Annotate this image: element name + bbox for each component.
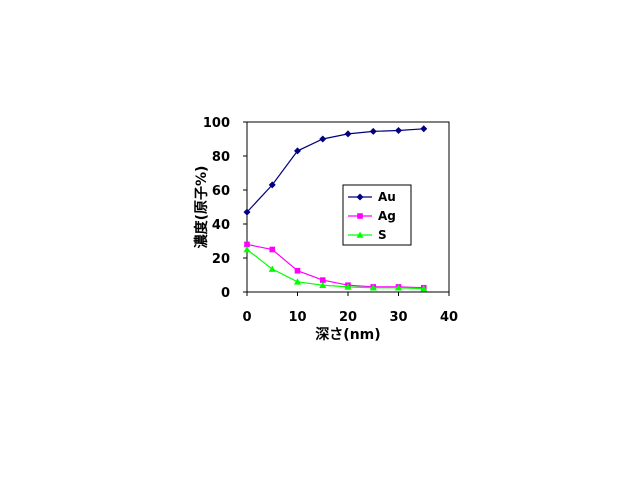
y-tick-label-20: 20 xyxy=(212,252,230,267)
series-point-ag-3 xyxy=(319,277,326,283)
series-point-ag-0 xyxy=(244,241,250,248)
y-axis-ticks: 0 20 40 60 80 100 xyxy=(203,116,247,301)
legend-box xyxy=(342,184,412,246)
series-point-au-4 xyxy=(344,130,352,138)
series-point-au-5 xyxy=(369,127,377,135)
x-axis-label: 深さ(nm) xyxy=(315,326,380,343)
x-tick-label-30: 30 xyxy=(389,310,407,325)
series-point-s-7 xyxy=(420,285,428,292)
y-tick-label-80: 80 xyxy=(212,150,230,165)
series-point-au-3 xyxy=(319,135,327,143)
series-point-ag-1 xyxy=(269,246,276,253)
y-tick-label-100: 100 xyxy=(203,116,230,131)
series-point-au-2 xyxy=(294,147,301,155)
series-point-au-7 xyxy=(420,125,428,133)
legend-label-ag: Ag xyxy=(378,209,396,223)
series-line-au xyxy=(246,128,424,213)
legend-items: Au Ag S xyxy=(348,190,396,242)
series-point-s-4 xyxy=(344,283,352,290)
series-point-s-1 xyxy=(268,265,276,272)
legend-marker-ag xyxy=(357,213,363,219)
x-tick-label-0: 0 xyxy=(242,310,251,325)
y-tick-label-0: 0 xyxy=(221,286,230,301)
series-point-au-0 xyxy=(243,208,251,216)
series-point-au-6 xyxy=(395,127,402,134)
legend-label-au: Au xyxy=(378,190,396,204)
x-tick-label-40: 40 xyxy=(440,310,458,325)
legend-marker-au xyxy=(356,193,364,201)
series-point-ag-2 xyxy=(294,267,301,274)
series-point-s-0 xyxy=(243,246,251,253)
series-point-s-3 xyxy=(319,281,327,288)
x-tick-label-20: 20 xyxy=(339,310,357,325)
legend-label-s: S xyxy=(378,228,387,242)
legend: Au Ag S xyxy=(342,184,412,246)
legend-marker-s xyxy=(356,231,364,238)
x-axis-ticks: 0 10 20 30 40 xyxy=(242,292,458,325)
series-point-s-2 xyxy=(294,278,301,285)
y-tick-label-60: 60 xyxy=(212,184,230,199)
series-point-s-5 xyxy=(369,284,377,291)
series-line-s xyxy=(246,249,424,290)
x-tick-label-10: 10 xyxy=(288,310,306,325)
series-layer xyxy=(243,125,428,292)
series-point-s-6 xyxy=(395,284,402,291)
y-axis-label: 濃度(原子%) xyxy=(193,166,210,249)
series-point-au-1 xyxy=(268,181,276,189)
series-line-ag xyxy=(246,243,424,289)
y-tick-label-40: 40 xyxy=(212,218,230,233)
